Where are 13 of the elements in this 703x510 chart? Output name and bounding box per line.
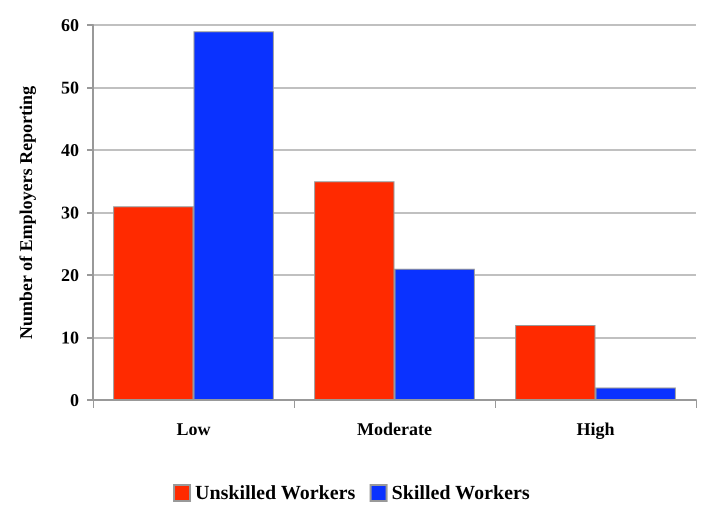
y-tick-label: 20: [61, 265, 79, 285]
y-axis-title: Number of Employers Reporting: [16, 86, 36, 340]
legend-label: Unskilled Workers: [195, 482, 356, 504]
y-tick-label: 60: [61, 15, 79, 35]
legend-label: Skilled Workers: [392, 482, 530, 504]
y-tick-label: 10: [61, 328, 79, 348]
y-tick-label: 50: [61, 78, 79, 98]
x-tick-label: Moderate: [357, 419, 432, 439]
y-tick-label: 30: [61, 202, 79, 222]
x-tick-label: Low: [176, 419, 211, 439]
y-tick-label: 0: [70, 390, 79, 410]
y-tick-label: 40: [61, 140, 79, 160]
x-tick-label: High: [576, 419, 615, 439]
